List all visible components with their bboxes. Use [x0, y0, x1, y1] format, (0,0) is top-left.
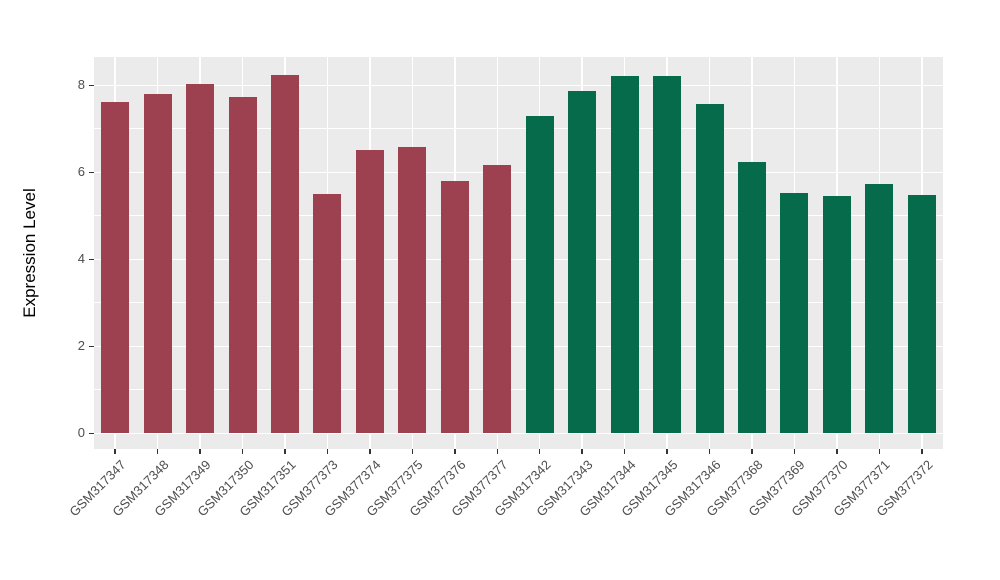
bar-GSM377368: [737, 161, 766, 434]
x-tick: [836, 449, 838, 454]
bar-GSM317351: [271, 74, 300, 434]
bar-GSM317347: [101, 101, 130, 434]
y-tick: [89, 84, 94, 87]
bar-GSM377373: [313, 194, 342, 434]
x-tick: [708, 449, 711, 454]
y-tick-label: 0: [77, 425, 85, 441]
bar-GSM377374: [355, 150, 384, 434]
y-tick: [89, 345, 94, 348]
x-tick: [538, 449, 541, 454]
bar-GSM317346: [695, 104, 724, 434]
bar-GSM317343: [568, 90, 597, 434]
gridline-minor: [94, 128, 943, 130]
x-tick: [199, 449, 201, 454]
y-tick-label: 4: [77, 251, 85, 267]
bar-GSM317345: [653, 76, 682, 434]
gridline-minor: [94, 302, 943, 304]
y-axis-title: Expression Level: [20, 188, 39, 318]
x-tick: [284, 449, 286, 454]
x-tick: [369, 449, 371, 454]
y-tick-label: 2: [77, 338, 85, 354]
y-tick: [89, 432, 94, 435]
bar-GSM377371: [865, 184, 894, 434]
gridline-minor: [94, 389, 943, 391]
bar-GSM317350: [228, 96, 257, 434]
gridline-major: [94, 84, 943, 87]
bar-GSM377369: [780, 193, 809, 434]
gridline-major: [94, 171, 943, 174]
bar-GSM377372: [907, 195, 936, 434]
bar-GSM377377: [483, 164, 512, 434]
bar-GSM377375: [398, 147, 427, 434]
y-tick: [89, 171, 94, 174]
bar-GSM317348: [143, 94, 172, 434]
gridline-major: [94, 345, 943, 348]
bar-GSM317342: [525, 116, 554, 434]
gridline-major: [94, 258, 943, 261]
x-tick: [921, 449, 923, 454]
y-tick: [89, 258, 94, 261]
gridline-major: [94, 432, 943, 435]
y-tick-label: 8: [77, 77, 85, 93]
y-tick-label: 6: [77, 164, 85, 180]
bar-GSM377370: [822, 195, 851, 434]
x-tick: [241, 449, 244, 454]
bar-GSM317344: [610, 76, 639, 434]
x-tick: [496, 449, 499, 454]
x-tick: [326, 449, 329, 454]
x-tick: [793, 449, 796, 454]
x-tick: [156, 449, 159, 454]
x-tick: [878, 449, 881, 454]
x-tick: [623, 449, 626, 454]
gridline-minor: [94, 215, 943, 217]
x-tick: [581, 449, 583, 454]
x-tick-label: GSM377372: [873, 457, 936, 520]
bar-GSM317349: [186, 84, 215, 434]
x-tick: [114, 449, 116, 454]
bar-GSM377376: [440, 180, 469, 434]
plot-panel: [94, 57, 943, 449]
x-tick: [666, 449, 668, 454]
x-tick: [454, 449, 456, 454]
x-tick: [751, 449, 753, 454]
x-tick: [411, 449, 414, 454]
